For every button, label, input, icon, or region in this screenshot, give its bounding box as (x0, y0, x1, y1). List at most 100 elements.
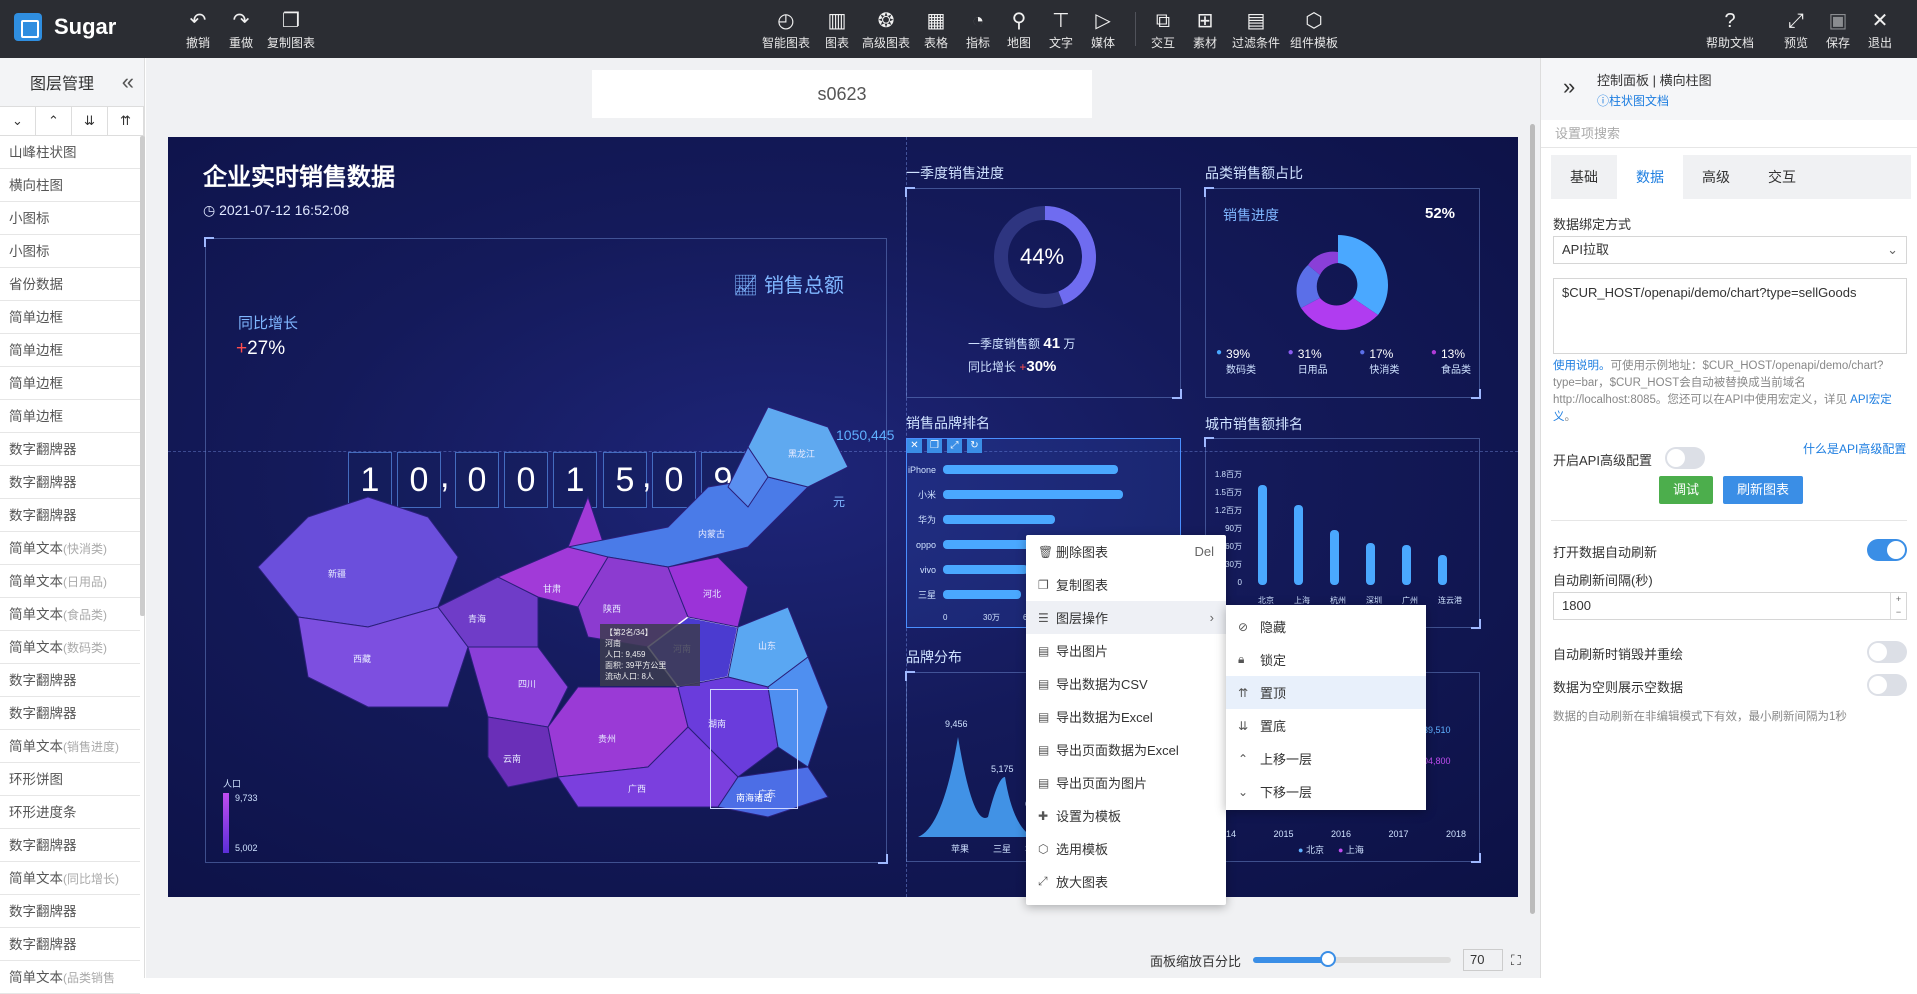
stepper-icon[interactable]: + − (1890, 593, 1906, 619)
debug-button[interactable]: 调试 (1659, 476, 1714, 504)
smart-chart-button[interactable]: ◴ 智能图表 (762, 8, 810, 51)
cat-slice-daily[interactable] (1301, 298, 1378, 330)
map-guangdong[interactable] (717, 766, 829, 818)
layer-item[interactable]: 简单文本(同比增长) (0, 862, 140, 895)
yoy-value[interactable]: +27% (236, 338, 285, 360)
move-down-icon[interactable]: ⌄ (0, 107, 36, 135)
indicator-button[interactable]: ◔ 指标 (966, 8, 990, 51)
dashboard-title[interactable]: 企业实时销售数据 (203, 164, 395, 191)
chart-refresh-icon[interactable]: ↻ (967, 439, 982, 453)
q1-title[interactable]: 一季度销售进度 (906, 165, 1004, 181)
tab-basic[interactable]: 基础 (1570, 169, 1598, 185)
map-xinjiang[interactable] (257, 496, 459, 628)
map-hebei[interactable] (667, 556, 749, 628)
refresh-chart-button[interactable]: 刷新图表 (1723, 476, 1804, 504)
map-yunnan[interactable] (487, 716, 559, 788)
map-sichuan[interactable] (467, 646, 569, 728)
api-url-textarea[interactable]: $CUR_HOST/openapi/demo/chart?type=sellGo… (1553, 278, 1907, 354)
filter-button[interactable]: ▤ 过滤条件 (1232, 8, 1280, 51)
material-button[interactable]: ⊞ 素材 (1193, 8, 1217, 51)
media-button[interactable]: ▷ 媒体 (1091, 8, 1115, 51)
brand-dist-title[interactable]: 品牌分布 (906, 649, 962, 665)
brand-dist-chart[interactable]: 9,456 5,175 6 苹果 三星 华 (913, 697, 1043, 857)
context-menu-item[interactable]: ⬡ 选用模板 (1026, 832, 1226, 865)
layer-scrollbar[interactable] (140, 136, 145, 616)
layer-item[interactable]: 简单文本(日用品) (0, 565, 140, 598)
tab-interaction[interactable]: 交互 (1768, 169, 1796, 185)
context-menu-item[interactable]: 🗑︎ 删除图表 Del (1026, 535, 1226, 568)
context-menu-item[interactable]: ▤ 导出图片 (1026, 634, 1226, 667)
bar-chart-doc-link[interactable]: ⓘ柱状图文档 (1597, 92, 1669, 109)
interaction-button[interactable]: ⧉ 交互 (1151, 8, 1175, 51)
layer-item[interactable]: 简单边框 (0, 334, 140, 367)
undo-button[interactable]: ↶ 撤销 (186, 8, 210, 51)
save-button[interactable]: ▣ 保存 (1826, 8, 1850, 51)
chart-fullscreen-icon[interactable]: ⤢ (947, 439, 962, 453)
sales-total-title[interactable]: 📈︎ 销售总额 (733, 269, 844, 298)
layer-item[interactable]: 简单文本(食品类) (0, 598, 140, 631)
cat-frame[interactable] (1204, 187, 1481, 399)
context-menu-item[interactable]: ▤ 导出页面为图片 (1026, 766, 1226, 799)
china-map[interactable]: 新疆 西藏 青海 四川 云南 甘肃 内蒙古 黑龙江 陕西 河南 河北 山东 贵州… (248, 387, 868, 827)
map-neimenggu[interactable] (567, 476, 809, 568)
context-menu-item[interactable]: ☰ 图层操作 › (1026, 601, 1226, 634)
preview-button[interactable]: ⤢ 预览 (1784, 8, 1808, 51)
move-top-icon[interactable]: ⇈ (108, 107, 144, 135)
map-button[interactable]: ⚲ 地图 (1007, 8, 1031, 51)
help-doc-button[interactable]: ? 帮助文档 (1706, 8, 1754, 51)
layer-item[interactable]: 数字翻牌器 (0, 664, 140, 697)
layer-item[interactable]: 山峰柱状图 (0, 136, 140, 169)
bind-method-select[interactable]: API拉取 ⌄ (1553, 236, 1907, 264)
map-jiangxi[interactable] (767, 656, 829, 768)
brand-rank-bar[interactable] (943, 565, 1028, 574)
tab-advanced[interactable]: 高级 (1702, 169, 1730, 185)
cat-title[interactable]: 品类销售额占比 (1205, 165, 1303, 181)
component-template-button[interactable]: ⬡ 组件模板 (1290, 8, 1338, 51)
layer-item[interactable]: 数字翻牌器 (0, 928, 140, 961)
api-macro-link[interactable]: API宏定义 (1553, 394, 1892, 423)
submenu-item[interactable]: ⌄ 下移一层 (1226, 775, 1426, 808)
layer-item[interactable]: 简单边框 (0, 367, 140, 400)
layer-item[interactable]: 简单边框 (0, 301, 140, 334)
layer-item[interactable]: 数字翻牌器 (0, 466, 140, 499)
cat-slice-food[interactable] (1308, 251, 1338, 275)
empty-data-toggle[interactable] (1867, 674, 1907, 696)
context-menu-item[interactable]: ⤢ 放大图表 (1026, 865, 1226, 898)
tab-data[interactable]: 数据 (1617, 155, 1683, 199)
layer-item[interactable]: 省份数据 (0, 268, 140, 301)
q1-frame[interactable] (905, 187, 1182, 399)
layer-item[interactable]: 横向柱图 (0, 169, 140, 202)
help-prefix[interactable]: 使用说明。 (1553, 360, 1611, 372)
context-menu-item[interactable]: ▤ 导出页面数据为Excel (1026, 733, 1226, 766)
cat-slice-digital[interactable] (1338, 235, 1388, 315)
map-frame[interactable] (204, 237, 888, 864)
map-jilin[interactable] (727, 446, 769, 508)
city-bar[interactable] (1258, 485, 1267, 585)
advanced-chart-button[interactable]: ❂ 高级图表 (862, 8, 910, 51)
city-bar[interactable] (1330, 530, 1339, 585)
submenu-item[interactable]: ⇈ 置顶 (1226, 676, 1426, 709)
layer-item[interactable]: 小图标 (0, 235, 140, 268)
layer-item[interactable]: 数字翻牌器 (0, 829, 140, 862)
brand-rank-bar[interactable] (943, 465, 1118, 474)
interval-input[interactable]: 1800 + − (1553, 592, 1907, 620)
exit-button[interactable]: ✕ 退出 (1868, 8, 1892, 51)
zoom-input[interactable]: 70 (1463, 949, 1504, 971)
collapse-icon[interactable]: « (121, 69, 134, 94)
context-menu-item[interactable]: ✚ 设置为模板 (1026, 799, 1226, 832)
layer-item[interactable]: 数字翻牌器 (0, 895, 140, 928)
layer-item[interactable]: 简单边框 (0, 400, 140, 433)
api-adv-toggle[interactable] (1665, 447, 1705, 469)
copy-chart-button[interactable]: ❐ 复制图表 (267, 8, 315, 51)
submenu-item[interactable]: ⊘ 隐藏 (1226, 610, 1426, 643)
fullscreen-icon[interactable]: ⛶ (1511, 951, 1521, 968)
chart-button[interactable]: ▥ 图表 (825, 8, 849, 51)
context-menu-item[interactable]: ▤ 导出数据为Excel (1026, 700, 1226, 733)
destroy-redraw-toggle[interactable] (1867, 641, 1907, 663)
map-qinghai[interactable] (437, 576, 539, 648)
map-xizang[interactable] (297, 606, 469, 708)
canvas-name[interactable]: s0623 (592, 70, 1092, 118)
context-menu-item[interactable]: ▤ 导出数据为CSV (1026, 667, 1226, 700)
auto-refresh-toggle[interactable] (1867, 539, 1907, 561)
layer-item[interactable]: 简单文本(销售进度) (0, 730, 140, 763)
